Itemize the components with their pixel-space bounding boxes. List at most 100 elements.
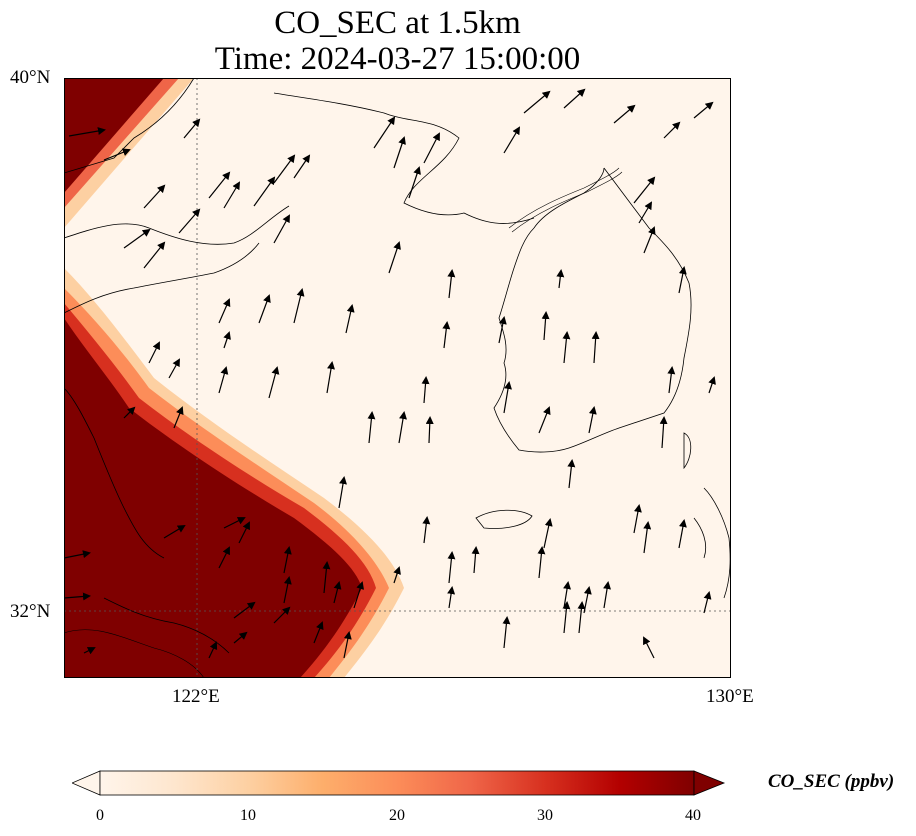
co-sec-map [64,78,731,678]
wind-arrow [103,148,131,161]
wind-arrow [173,406,184,429]
wind-arrow [168,358,180,379]
wind-arrow [421,376,430,404]
wind-arrow [143,184,166,209]
wind-arrow [367,411,376,444]
map-subtitle-time: Time: 2024-03-27 15:00:00 [214,41,581,77]
wind-arrow [643,521,652,554]
wind-arrow [393,136,406,169]
colorbar-tick-0: 0 [96,807,104,824]
wind-arrow [148,341,160,364]
wind-arrow [667,366,676,394]
wind-arrow [208,171,231,199]
wind-arrow [425,416,434,444]
colorbar-tick-20: 20 [389,807,405,824]
wind-arrow [503,126,521,154]
wind-arrow [423,132,440,164]
wind-arrow [293,154,311,179]
wind-arrow [343,631,352,659]
wind-arrow [273,154,296,184]
wind-arrow [537,546,546,579]
wind-arrow [503,381,512,414]
wind-arrow [178,208,201,234]
wind-arrow [83,647,96,655]
wind-arrow [143,241,166,269]
wind-arrow [183,118,201,139]
wind-arrow [345,304,355,334]
wind-arrow [556,269,565,289]
plume-band-2 [64,78,164,193]
wind-arrow [422,516,431,544]
wind-arrow [313,621,324,644]
wind-arrow [703,591,712,614]
wind-arrow [322,561,331,594]
wind-arrow [398,411,407,444]
wind-arrow [123,406,136,419]
wind-arrow [293,288,305,324]
wind-arrow [353,581,364,609]
wind-arrow [393,566,401,584]
wind-arrow [333,581,342,604]
colorbar-gradient [99,770,695,796]
map-frame [64,78,731,678]
wind-arrow [273,214,290,244]
wind-arrow [708,376,716,394]
wind-arrow [502,616,511,649]
wind-arrow [643,636,655,659]
wind-arrow [68,127,106,137]
colorbar-label: CO_SEC (ppbv) [768,771,895,792]
gridlines [64,78,731,678]
colorbar-tick-40: 40 [685,807,701,824]
wind-arrow [562,331,571,364]
wind-arrow [538,406,551,434]
wind-arrow [567,459,576,489]
wind-arrow [123,228,151,249]
wind-arrow [588,406,597,434]
lon-label-130e: 130°E [706,686,754,707]
wind-arrow [233,631,248,644]
wind-arrow [447,269,456,299]
wind-arrow [633,504,642,534]
wind-arrow [64,550,91,559]
colorbar [72,770,726,796]
wind-arrow [64,592,91,601]
wind-arrow [447,586,456,609]
wind-arrow [283,576,292,604]
wind-arrow [238,521,250,544]
colorbar-tick-30: 30 [537,807,553,824]
wind-arrow [577,601,586,634]
wind-arrow [218,298,231,324]
wind-arrow [253,176,276,207]
colorbar-extend-high [693,770,726,796]
wind-arrow [326,361,335,394]
colorbar-extend-low [72,770,101,796]
wind-arrow [233,601,256,619]
wind-arrow [223,331,231,349]
wind-arrow [498,316,507,344]
wind-arrow [208,641,218,659]
wind-arrow [678,266,687,294]
wind-arrow [678,519,687,549]
wind-arrow [563,88,586,109]
colorbar-tick-10: 10 [240,807,256,824]
wind-arrow [591,331,600,364]
wind-arrow [388,241,401,274]
wind-arrow [273,606,291,624]
wind-arrow [163,524,186,539]
wind-arrow [643,226,656,254]
lat-label-32n: 32°N [10,601,51,622]
wind-arrow [562,601,571,634]
lat-label-40n: 40°N [10,67,51,88]
wind-arrow [603,581,612,609]
wind-arrow [218,366,229,394]
wind-arrow [447,551,456,584]
wind-arrow [408,166,421,199]
wind-arrow [373,116,396,149]
wind-arrow [338,476,347,509]
wind-arrow [638,201,653,224]
wind-arrow [693,101,714,119]
wind-arrow [613,104,636,124]
wind-arrow [543,518,553,549]
wind-vectors [64,88,716,659]
wind-arrow [268,366,280,399]
